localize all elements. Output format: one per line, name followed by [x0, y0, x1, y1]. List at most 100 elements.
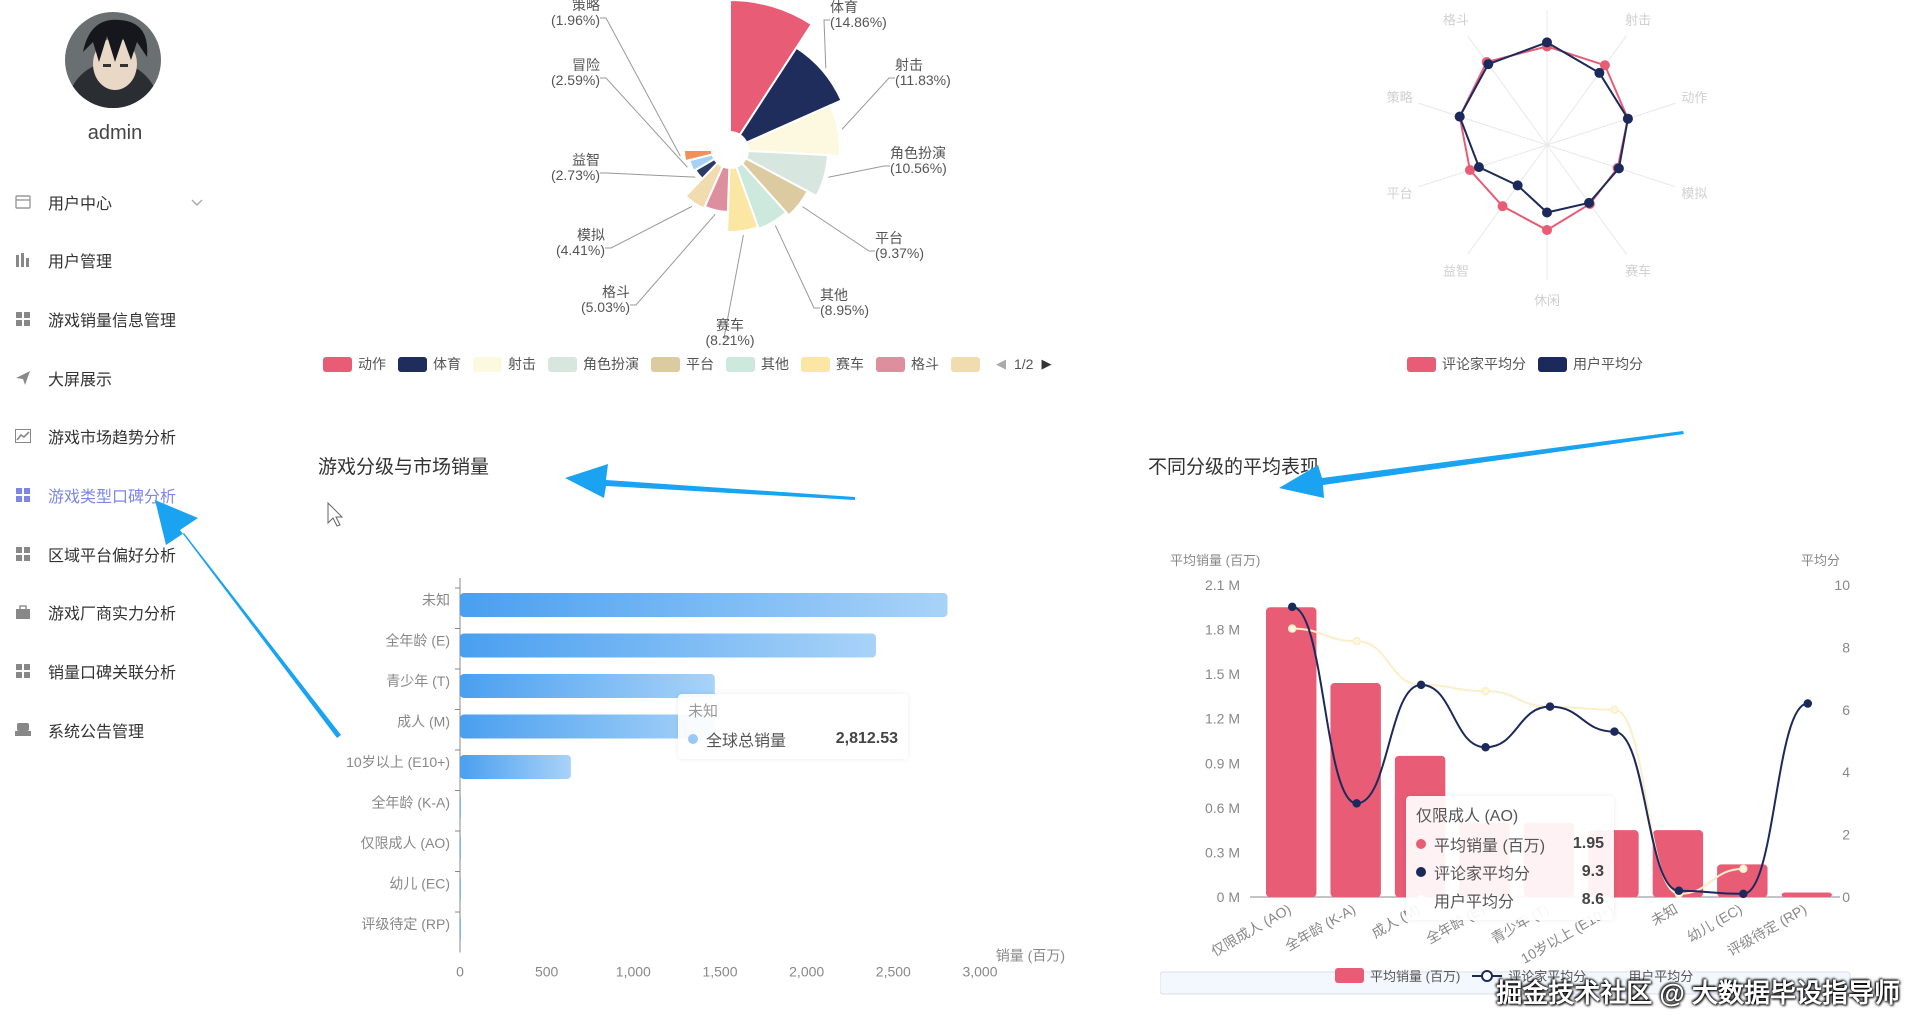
bar-6[interactable] [460, 836, 461, 860]
pie-label-line [823, 19, 830, 69]
line-point[interactable] [1610, 727, 1619, 736]
sidebar-item-user-center[interactable]: 用户中心 [0, 180, 245, 224]
legend-page: 1/2 [1014, 356, 1034, 372]
bar-8[interactable] [1781, 892, 1832, 897]
pie-slice-11[interactable] [682, 149, 714, 163]
radar-point[interactable] [1594, 67, 1605, 78]
pie-slice-0[interactable] [729, 0, 814, 137]
y-tick-label: 全年龄 (K-A) [371, 795, 450, 811]
radar-point[interactable] [1542, 207, 1552, 218]
bar-0[interactable] [1266, 607, 1317, 897]
line-point[interactable] [1481, 686, 1490, 696]
legend-item[interactable]: 体育 [398, 354, 461, 374]
bar-3[interactable] [460, 714, 715, 739]
sidebar-item-announcements[interactable]: 系统公告管理 [0, 708, 245, 752]
radar-point[interactable] [1584, 197, 1595, 208]
legend-next-icon[interactable]: ▶ [1041, 356, 1052, 371]
radar-point[interactable] [1464, 165, 1475, 176]
radar-point[interactable] [1622, 113, 1633, 124]
avg-perf-title: 不同分级的平均表现 [1148, 457, 1320, 478]
line-point[interactable] [1287, 624, 1297, 633]
radar-point[interactable] [1497, 201, 1508, 212]
bar-7[interactable] [1717, 864, 1768, 897]
avatar[interactable] [65, 12, 161, 108]
line-point[interactable] [1352, 636, 1361, 646]
bar-5[interactable] [460, 795, 461, 820]
sidebar-item-genre-reputation[interactable]: 游戏类型口碑分析 [0, 473, 245, 517]
line-point[interactable] [1803, 699, 1813, 708]
y-tick-label: 仅限成人 (AO) [361, 835, 450, 851]
line-point[interactable] [1481, 742, 1490, 752]
line-point[interactable] [1739, 864, 1748, 874]
briefcase-icon [14, 603, 32, 621]
pie-label-pct: (2.59%) [551, 72, 600, 88]
pie-slice-3[interactable] [744, 149, 829, 198]
legend-label: 用户平均分 [1573, 356, 1643, 372]
legend-swatch [323, 356, 352, 372]
bar-4[interactable] [460, 755, 571, 779]
legend-line-marker-icon [1472, 969, 1503, 982]
left-tick-label: 1.8 M [1205, 622, 1240, 638]
legend-item[interactable]: 其他 [726, 354, 789, 374]
radar-point[interactable] [1542, 37, 1552, 48]
sidebar-item-user-management[interactable]: 用户管理 [0, 238, 245, 282]
legend-label: 用户平均分 [1628, 969, 1694, 984]
pie-label-pct: (5.03%) [581, 299, 630, 315]
radar-point[interactable] [1483, 59, 1494, 70]
legend-item[interactable]: 平均销量 (百万) [1335, 966, 1460, 985]
radar-axis-label: 赛车 [1625, 263, 1651, 278]
legend-item[interactable]: 用户平均分 [1598, 966, 1693, 985]
series-dot-icon [1416, 895, 1426, 905]
line-point[interactable] [1352, 799, 1361, 808]
pie-label-pct: (4.41%) [556, 242, 605, 258]
bar-1[interactable] [460, 633, 876, 658]
pie-label-line [600, 77, 688, 168]
grid-icon [14, 662, 32, 680]
legend-item[interactable]: 评论家平均分 [1472, 966, 1586, 985]
bar-7[interactable] [460, 876, 461, 901]
legend-prev-icon[interactable]: ◀ [996, 356, 1006, 371]
y-tick-label: 10岁以上 (E10+) [346, 754, 450, 770]
line-point[interactable] [1287, 602, 1297, 612]
tooltip-value: 1.95 [1572, 835, 1604, 852]
pie-slice-1[interactable] [738, 46, 843, 144]
bar-8[interactable] [460, 917, 461, 941]
legend-item[interactable]: 用户平均分 [1538, 354, 1643, 374]
sidebar-item-sales-info[interactable]: 游戏销量信息管理 [0, 297, 245, 341]
bar-0[interactable] [460, 593, 948, 617]
x-tick-label: 2,500 [876, 964, 911, 980]
line-point[interactable] [1545, 702, 1555, 711]
sidebar-item-market-trend[interactable]: 游戏市场趋势分析 [0, 414, 245, 458]
bar-1[interactable] [1330, 683, 1381, 897]
sidebar-item-sales-reputation[interactable]: 销量口碑关联分析 [0, 649, 245, 693]
legend-item[interactable]: 赛车 [801, 354, 864, 374]
grid-icon [14, 310, 32, 328]
legend-item[interactable]: 评论家平均分 [1407, 354, 1526, 374]
line-point[interactable] [1416, 680, 1426, 690]
x-tick-label: 未知 [1648, 901, 1680, 929]
sidebar-item-dashboard[interactable]: 大屏展示 [0, 356, 245, 400]
sidebar-item-publisher-strength[interactable]: 游戏厂商实力分析 [0, 590, 245, 634]
line-point[interactable] [1739, 889, 1748, 899]
radar-point[interactable] [1613, 163, 1624, 174]
data-zoom-slider[interactable] [1160, 971, 1851, 995]
line-point[interactable] [1610, 705, 1619, 715]
radar-point[interactable] [1473, 162, 1484, 173]
line-point[interactable] [1674, 886, 1684, 896]
radar-point[interactable] [1599, 60, 1610, 71]
legend-item[interactable]: 射击 [473, 354, 536, 374]
x-tick-label: 3,000 [962, 964, 997, 980]
radar-point[interactable] [1454, 111, 1465, 122]
sidebar-item-region-platform[interactable]: 区域平台偏好分析 [0, 532, 245, 576]
pie-slice-2[interactable] [745, 103, 841, 157]
bar-2[interactable] [460, 674, 715, 698]
legend-item[interactable]: 平台 [651, 354, 714, 374]
legend-item[interactable]: 动作 [323, 354, 386, 374]
x-tick-label: 2,000 [789, 964, 824, 980]
radar-point[interactable] [1542, 225, 1552, 236]
pie-label-name: 益智 [572, 152, 600, 168]
legend-item[interactable]: 格斗 [876, 354, 939, 374]
legend-item[interactable]: 角色扮演 [548, 354, 639, 374]
radar-point[interactable] [1512, 180, 1523, 191]
